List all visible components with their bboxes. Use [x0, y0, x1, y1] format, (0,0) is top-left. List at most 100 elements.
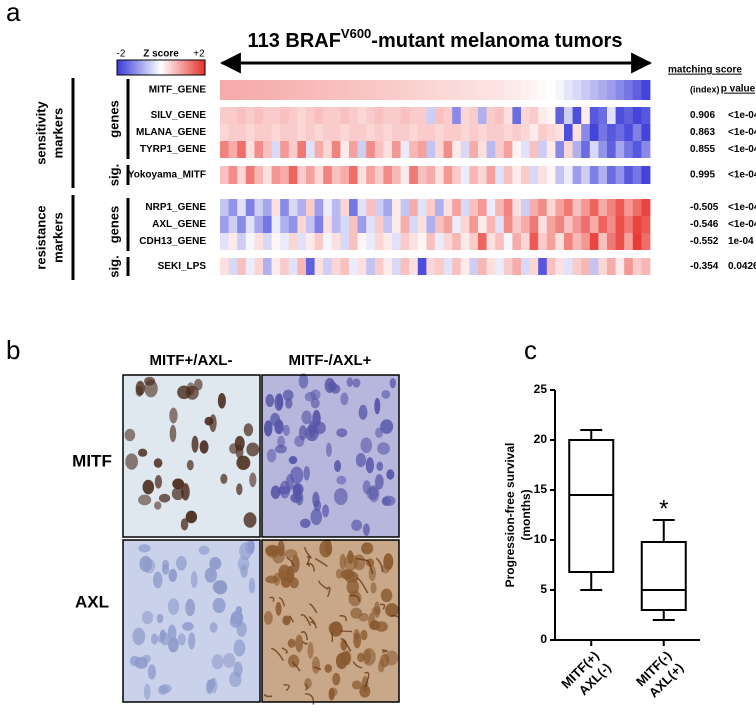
- heatmap-cell: [460, 124, 470, 141]
- heatmap-cell: [469, 141, 479, 158]
- heatmap-cell: [237, 258, 247, 275]
- heatmap-cell: [417, 233, 427, 250]
- heatmap-cell: [383, 199, 393, 216]
- heatmap-cell: [331, 258, 341, 275]
- heatmap-cell: [349, 233, 358, 250]
- cell-nucleus: [304, 391, 317, 402]
- heatmap-cell: [443, 141, 453, 158]
- heatmap-cell: [538, 258, 548, 275]
- cell-nucleus: [158, 685, 168, 695]
- cell-nucleus: [204, 416, 214, 426]
- heatmap-cell: [280, 233, 290, 250]
- heatmap-cell: [607, 233, 616, 250]
- matching-score: (index): [690, 84, 720, 94]
- heatmap-cell: [607, 80, 616, 100]
- heatmap-cell: [503, 216, 513, 233]
- cell-nucleus: [142, 558, 156, 574]
- heatmap-cell: [503, 166, 513, 184]
- heatmap-cell: [529, 107, 539, 124]
- heatmap-cell: [306, 258, 315, 275]
- heatmap-cell: [392, 258, 401, 275]
- heatmap-cell: [529, 141, 539, 158]
- heatmap-cell: [564, 107, 573, 124]
- cell-nucleus: [144, 376, 156, 386]
- p-value: <1e-04: [728, 110, 756, 121]
- heatmap-cell: [314, 107, 324, 124]
- cell-nucleus: [142, 479, 155, 495]
- heatmap-cell: [632, 141, 642, 158]
- heatmap-cell: [581, 216, 591, 233]
- heatmap-cell: [409, 141, 419, 158]
- cell-nucleus: [381, 389, 391, 399]
- heatmap-cell: [340, 80, 350, 100]
- heatmap-cell: [357, 258, 367, 275]
- heatmap-cell: [443, 107, 453, 124]
- heatmap-cell: [374, 80, 384, 100]
- heatmap-cell: [366, 80, 376, 100]
- heatmap-cell: [245, 233, 255, 250]
- heatmap-cell: [392, 199, 401, 216]
- heatmap-cell: [220, 107, 229, 124]
- cell-nucleus: [209, 622, 218, 633]
- heatmap-cell: [598, 107, 608, 124]
- heatmap-cell: [245, 80, 255, 100]
- heatmap-cell: [607, 258, 616, 275]
- p-value: 1e-04: [728, 236, 754, 247]
- membrane-stain: [286, 557, 295, 567]
- cell-nucleus: [154, 501, 162, 510]
- heatmap-cell: [546, 166, 556, 184]
- heatmap-cell: [366, 107, 376, 124]
- heatmap-cell: [624, 124, 634, 141]
- heatmap-cell: [426, 258, 436, 275]
- heatmap-cell: [314, 141, 324, 158]
- heatmap-cell: [581, 233, 591, 250]
- heatmap-cell: [374, 199, 384, 216]
- membrane-stain: [269, 596, 275, 602]
- cell-nucleus: [167, 598, 180, 615]
- heatmap-cell: [366, 199, 376, 216]
- heatmap-cell: [452, 124, 462, 141]
- membrane-stain: [308, 603, 318, 614]
- heatmap-cell: [323, 107, 333, 124]
- heatmap-cell: [503, 141, 513, 158]
- heatmap-cell: [581, 80, 591, 100]
- heatmap-cell: [374, 258, 384, 275]
- heatmap-cell: [564, 166, 573, 184]
- cell-nucleus: [177, 385, 191, 400]
- cell-nucleus: [365, 457, 375, 474]
- heatmap-cell: [478, 124, 487, 141]
- heatmap-cell: [323, 199, 333, 216]
- heatmap-cell: [435, 166, 444, 184]
- cell-nucleus: [263, 611, 273, 625]
- cell-nucleus: [172, 478, 185, 490]
- heatmap-cell: [478, 107, 487, 124]
- heatmap-cell: [323, 233, 333, 250]
- cell-nucleus: [360, 437, 373, 454]
- heatmap-cell: [417, 258, 427, 275]
- heatmap-cell: [538, 216, 548, 233]
- heatmap-cell: [443, 199, 453, 216]
- cell-nucleus: [332, 672, 341, 686]
- cell-nucleus: [282, 424, 290, 437]
- heatmap-cell: [521, 258, 530, 275]
- y-tick-label: 15: [534, 482, 548, 496]
- cell-nucleus: [346, 578, 360, 596]
- cell-nucleus: [351, 519, 363, 531]
- heatmap-cell: [615, 216, 625, 233]
- cell-nucleus: [335, 568, 343, 579]
- cell-nucleus: [245, 540, 255, 554]
- membrane-stain: [364, 671, 370, 688]
- cell-nucleus: [157, 634, 165, 644]
- membrane-stain: [291, 661, 295, 665]
- heatmap-cell: [495, 166, 505, 184]
- cell-nucleus: [236, 483, 243, 496]
- heatmap-cell: [331, 216, 341, 233]
- heatmap-cell: [546, 80, 556, 100]
- heatmap-cell: [460, 141, 470, 158]
- matching-score: -0.354: [690, 261, 719, 272]
- row-header: MITF: [72, 451, 112, 470]
- heatmap-cell: [349, 166, 358, 184]
- heatmap-cell: [469, 258, 479, 275]
- heatmap-cell: [357, 233, 367, 250]
- heatmap-cell: [323, 166, 333, 184]
